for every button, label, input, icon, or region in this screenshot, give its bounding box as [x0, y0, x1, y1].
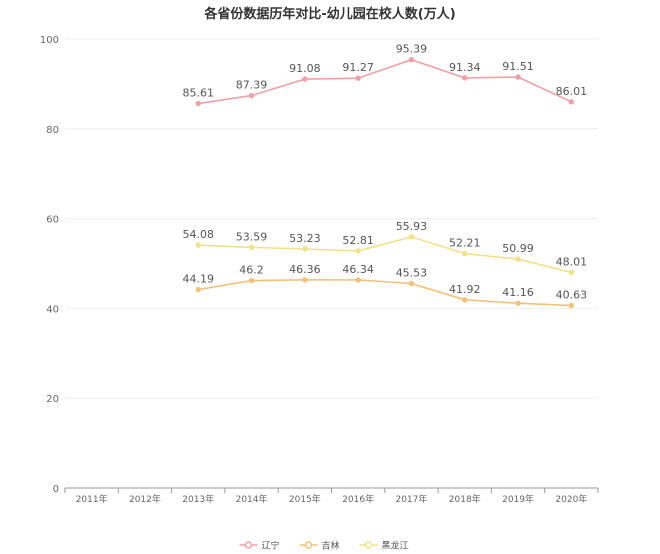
data-label: 46.2 [239, 264, 264, 277]
data-point [515, 256, 521, 262]
data-label: 53.59 [236, 230, 268, 243]
data-point [408, 280, 415, 287]
y-tick-label: 80 [46, 125, 59, 136]
data-label: 52.81 [342, 234, 374, 247]
data-point [408, 234, 415, 240]
data-point [248, 277, 255, 284]
series-line-3 [198, 236, 572, 274]
data-label: 55.93 [396, 220, 428, 233]
data-label: 91.08 [289, 62, 321, 75]
data-label: 46.34 [342, 263, 374, 276]
data-label: 53.23 [289, 232, 321, 245]
data-label: 91.51 [502, 60, 534, 73]
legend-label: 辽宁 [262, 540, 280, 552]
data-label: 46.36 [289, 263, 321, 276]
data-point [302, 277, 308, 283]
data-point [195, 100, 201, 107]
data-label: 44.19 [183, 273, 215, 286]
legend-label: 吉林 [322, 540, 340, 552]
data-point [462, 297, 468, 303]
data-point [355, 277, 361, 283]
legend-swatch-marker [304, 541, 313, 549]
data-point [462, 75, 468, 81]
x-tick-label: 2013年 [182, 493, 214, 505]
data-point [355, 248, 361, 254]
data-label: 41.16 [502, 286, 534, 299]
data-point [408, 56, 415, 63]
x-tick-label: 2020年 [555, 493, 587, 505]
data-label: 45.53 [396, 267, 428, 280]
data-label: 40.63 [556, 289, 588, 302]
x-tick-label: 2019年 [502, 493, 534, 505]
legend-swatch-marker [244, 541, 253, 549]
y-tick-label: 40 [46, 304, 59, 315]
data-label: 86.01 [556, 85, 588, 98]
x-tick-label: 2014年 [236, 493, 268, 505]
data-point [355, 75, 361, 81]
legend-swatch-marker [364, 541, 373, 549]
y-tick-label: 60 [46, 215, 59, 226]
data-label: 52.21 [449, 237, 481, 250]
chart-title: 各省份数据历年对比-幼儿园在校人数(万人) [204, 7, 456, 22]
data-label: 85.61 [183, 87, 215, 100]
data-point [248, 244, 255, 251]
data-label: 50.99 [502, 242, 534, 255]
x-tick-label: 2012年 [129, 493, 161, 505]
data-point [568, 99, 575, 105]
data-point [195, 286, 201, 293]
x-tick-label: 2011年 [76, 493, 108, 505]
data-point [248, 92, 255, 99]
data-point [302, 246, 308, 252]
y-tick-label: 20 [46, 394, 59, 405]
series-line-2 [198, 278, 572, 307]
y-tick-label: 0 [53, 484, 59, 495]
x-tick-label: 2016年 [342, 493, 374, 505]
data-point [515, 300, 521, 306]
x-tick-label: 2017年 [395, 493, 427, 505]
data-point [568, 302, 575, 309]
data-label: 95.39 [396, 43, 428, 56]
data-label: 41.92 [449, 283, 481, 296]
data-point [302, 76, 308, 82]
data-label: 54.08 [183, 228, 215, 241]
x-tick-label: 2015年 [289, 493, 321, 505]
legend-label: 黑龙江 [382, 540, 409, 552]
data-point [462, 250, 468, 257]
data-point [568, 269, 575, 276]
x-tick-label: 2018年 [449, 493, 481, 505]
y-tick-label: 100 [40, 35, 59, 46]
data-label: 91.34 [449, 61, 481, 74]
data-label: 48.01 [556, 255, 588, 268]
data-point [195, 242, 201, 248]
data-label: 87.39 [236, 79, 268, 92]
series-line-1 [198, 58, 572, 105]
data-point [515, 74, 521, 80]
data-label: 91.27 [342, 61, 374, 74]
